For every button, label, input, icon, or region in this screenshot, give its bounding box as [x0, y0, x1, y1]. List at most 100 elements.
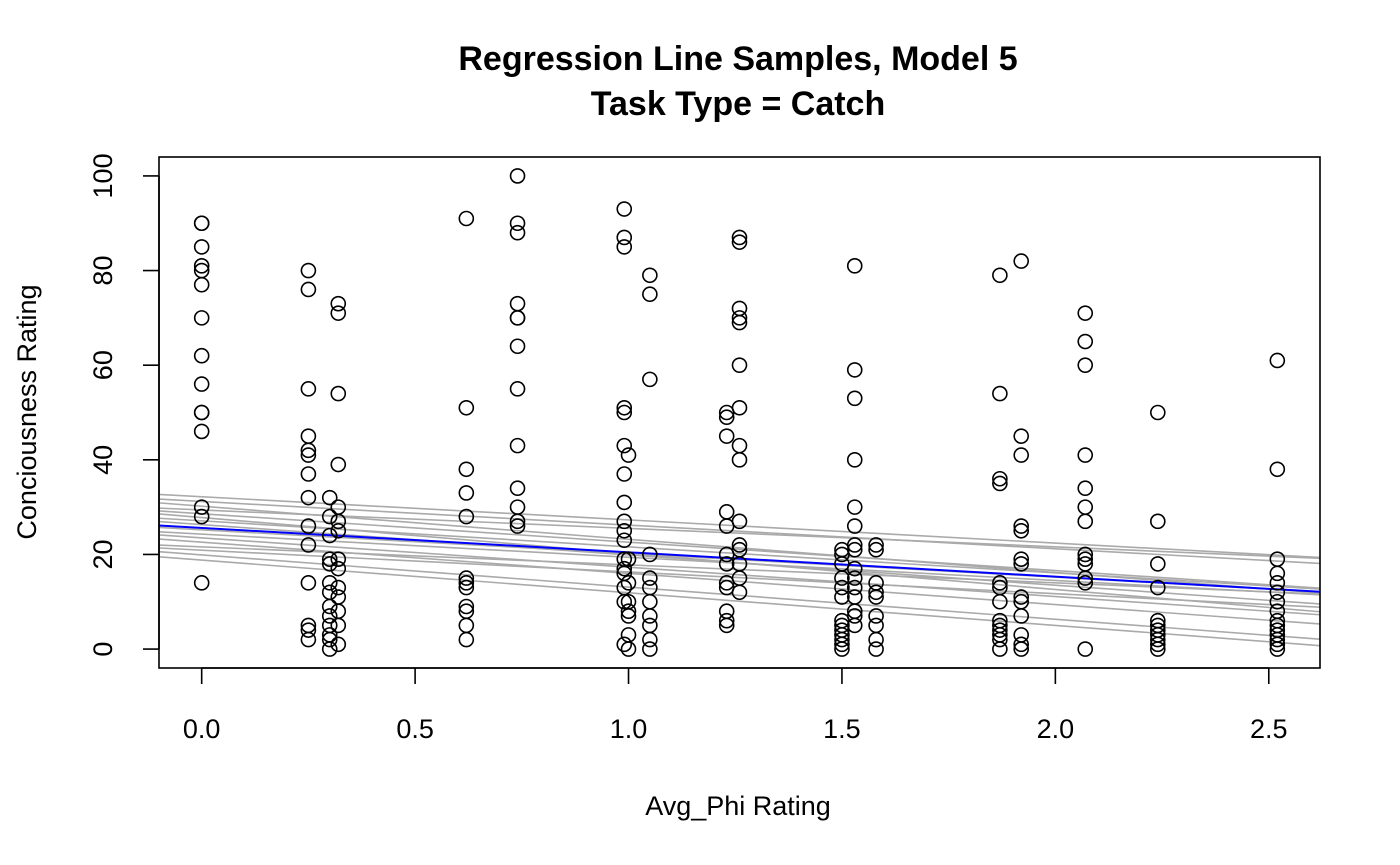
regression-sample-line — [159, 530, 1320, 596]
data-point — [1077, 480, 1094, 497]
data-point — [509, 295, 526, 312]
chart-subtitle: Task Type = Catch — [591, 85, 885, 123]
data-point — [330, 385, 347, 402]
data-point — [616, 399, 633, 416]
data-point — [458, 575, 475, 591]
data-point — [834, 636, 850, 653]
data-point — [1013, 608, 1030, 624]
data-point — [731, 234, 748, 250]
data-point — [1077, 447, 1094, 463]
data-point — [616, 513, 633, 530]
regression-sample-line — [159, 507, 1320, 560]
data-point — [193, 575, 210, 591]
data-point — [1077, 575, 1094, 591]
data-point — [330, 551, 347, 567]
data-point — [193, 276, 210, 293]
data-point — [509, 215, 526, 232]
data-point — [1077, 357, 1094, 373]
data-point — [193, 499, 210, 515]
data-point — [321, 489, 338, 506]
data-point — [1013, 551, 1030, 567]
data-point — [731, 310, 748, 326]
regression-sample-line — [159, 534, 1320, 616]
data-point — [509, 338, 526, 355]
data-point — [300, 466, 317, 482]
data-point — [868, 589, 884, 605]
data-point — [1013, 556, 1030, 572]
data-point — [992, 575, 1008, 591]
x-tick-label: 0.0 — [183, 714, 221, 744]
data-point — [1269, 352, 1286, 369]
data-point — [992, 622, 1008, 638]
data-point — [868, 641, 884, 657]
data-point — [846, 541, 863, 558]
data-point — [193, 376, 210, 392]
x-axis-label: Avg_Phi Rating — [645, 791, 831, 821]
data-point — [458, 210, 475, 227]
data-point — [868, 617, 884, 634]
data-point — [846, 617, 863, 634]
regression-sample-line — [159, 510, 1320, 589]
data-point — [616, 636, 633, 653]
y-tick-label: 0 — [88, 642, 118, 657]
data-point — [300, 489, 317, 506]
data-point — [731, 452, 748, 468]
data-point — [1150, 631, 1166, 648]
data-point — [509, 224, 526, 241]
data-point — [321, 575, 338, 591]
data-point — [1013, 428, 1030, 444]
data-point — [330, 499, 347, 515]
data-point — [1269, 631, 1286, 648]
regression-sample-line — [159, 547, 1320, 609]
data-point — [1269, 575, 1286, 591]
x-tick-label: 1.0 — [610, 714, 648, 744]
data-point — [321, 508, 338, 525]
data-point — [321, 641, 338, 657]
y-axis: 0 20 40 60 80 100 — [88, 153, 160, 657]
data-point — [330, 295, 347, 312]
data-point — [718, 504, 735, 520]
data-points — [193, 168, 1286, 657]
data-point — [642, 593, 658, 610]
data-point — [1013, 253, 1030, 269]
data-point — [992, 470, 1008, 487]
data-point — [300, 622, 317, 638]
data-point — [1150, 556, 1166, 572]
data-point — [330, 636, 347, 653]
data-point — [330, 579, 347, 596]
data-point — [718, 556, 735, 572]
data-point — [458, 485, 475, 501]
data-point — [620, 603, 637, 620]
data-point — [1150, 636, 1166, 653]
data-point — [1077, 546, 1094, 563]
data-point — [846, 579, 863, 596]
data-point — [300, 262, 317, 279]
data-point — [620, 551, 637, 567]
data-point — [458, 631, 475, 648]
data-point — [509, 518, 526, 534]
data-point — [321, 584, 338, 601]
data-point — [868, 541, 884, 558]
data-point — [834, 589, 850, 605]
data-point — [458, 461, 475, 478]
data-point — [193, 258, 210, 274]
data-point — [642, 608, 658, 624]
data-point — [509, 437, 526, 454]
data-point — [642, 546, 658, 563]
data-point — [300, 381, 317, 397]
data-point — [616, 201, 633, 217]
data-point — [620, 575, 637, 591]
y-tick-label: 80 — [88, 256, 118, 286]
data-point — [992, 631, 1008, 648]
data-point — [616, 466, 633, 482]
data-point — [330, 513, 347, 530]
data-point — [193, 239, 210, 255]
data-point — [992, 593, 1008, 610]
data-point — [1269, 641, 1286, 657]
data-point — [300, 281, 317, 298]
data-point — [731, 537, 748, 553]
data-point — [718, 409, 735, 426]
data-point — [300, 518, 317, 534]
data-point — [330, 456, 347, 473]
data-point — [642, 267, 658, 284]
